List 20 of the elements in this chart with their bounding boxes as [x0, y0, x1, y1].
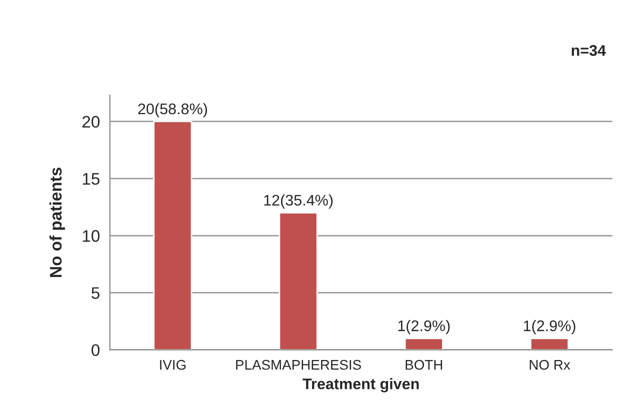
bar [404, 338, 444, 350]
y-tick-label: 5 [92, 287, 100, 299]
data-label: 1(2.9%) [398, 320, 450, 334]
data-label: 12(35.4%) [264, 194, 333, 209]
y-tick-label: 0 [92, 344, 100, 356]
x-axis-title: Treatment given [302, 378, 419, 392]
bar [278, 212, 318, 350]
text: n=34 [572, 45, 606, 56]
y-axis-title: No of patients [49, 168, 65, 277]
bar [153, 120, 192, 350]
x-tick-label: NO Rx [530, 360, 570, 370]
data-label: 1(2.9%) [524, 320, 576, 334]
x-tick-label: BOTH [406, 360, 442, 370]
bar [530, 338, 570, 350]
y-tick-label: 10 [82, 230, 100, 242]
data-label: 20(58.8%) [138, 103, 207, 118]
y-tick-label: 20 [82, 116, 100, 128]
y-tick-label: 15 [82, 173, 100, 185]
x-tick-label: IVIG [160, 360, 186, 370]
x-tick-label: PLASMAPHERESIS [236, 360, 361, 370]
